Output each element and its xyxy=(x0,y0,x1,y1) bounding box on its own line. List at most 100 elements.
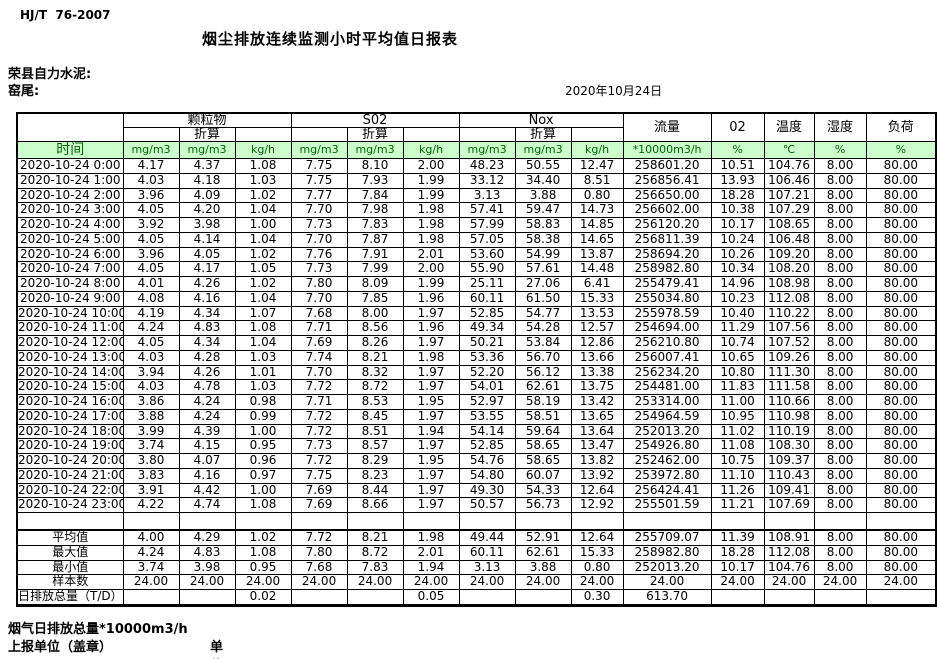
value-cell: 8.00 xyxy=(813,158,867,174)
value-cell: 52.97 xyxy=(458,394,516,410)
value-cell: 24.00 xyxy=(514,574,572,590)
value-cell: 1.05 xyxy=(234,261,292,277)
value-cell: 8.00 xyxy=(813,408,867,425)
value-cell: 60.07 xyxy=(514,467,572,484)
value-cell: 3.88 xyxy=(122,408,180,425)
value-cell: 256424.41 xyxy=(622,482,712,499)
table-row: 2020-10-24 18:00 3.99 4.39 1.00 7.72 8.51 1.94… xyxy=(16,423,937,440)
value-cell: 1.04 xyxy=(234,231,292,248)
time-cell: 2020-10-24 2:00 xyxy=(16,187,124,204)
value-cell: 4.03 xyxy=(122,379,180,395)
value-cell: 13.38 xyxy=(570,364,624,381)
empty-cell xyxy=(710,512,765,531)
value-cell: 10.24 xyxy=(710,231,765,248)
value-cell: 106.46 xyxy=(763,172,815,189)
table-row: 2020-10-24 23:00 4.22 4.74 1.08 7.69 8.66 1.97… xyxy=(16,497,937,513)
value-cell: 7.80 xyxy=(290,276,348,292)
value-cell: 4.24 xyxy=(178,394,236,410)
value-cell: 108.20 xyxy=(763,261,815,277)
value-cell: 4.28 xyxy=(178,349,236,366)
empty-cell xyxy=(402,512,460,531)
summary-label: 日排放总量（T/D） xyxy=(16,589,124,606)
value-cell: 3.91 xyxy=(122,482,180,499)
value-cell: 1.04 xyxy=(234,335,292,351)
header-units-row: 时间 mg/m3 mg/m3 kg/h mg/m3 mg/m3 kg/h mg/… xyxy=(16,141,937,159)
value-cell: 1.96 xyxy=(402,290,460,307)
value-cell: 8.44 xyxy=(346,482,404,499)
value-cell: 4.74 xyxy=(178,497,236,513)
value-cell: 11.83 xyxy=(710,379,765,395)
value-cell: 13.47 xyxy=(570,438,624,454)
value-cell: 7.75 xyxy=(290,467,348,484)
summary-row-count: 样本数 24.00 24.00 24.00 24.00 24.00 24.00 24.00 24… xyxy=(16,574,937,590)
value-cell: 24.00 xyxy=(234,574,292,590)
value-cell: 3.83 xyxy=(122,467,180,484)
time-cell: 2020-10-24 14:00 xyxy=(16,364,124,381)
company-name: 荣县自力水泥: xyxy=(8,67,92,82)
value-cell: 252013.20 xyxy=(622,559,712,576)
empty-cell xyxy=(514,512,572,531)
empty-cell xyxy=(570,512,624,531)
value-cell: 13.87 xyxy=(570,246,624,263)
value-cell: 57.41 xyxy=(458,202,516,218)
value-cell: 3.94 xyxy=(122,364,180,381)
value-cell: 7.80 xyxy=(290,544,348,561)
value-cell: 80.00 xyxy=(865,320,937,336)
value-cell: 4.34 xyxy=(178,335,236,351)
value-cell: 13.92 xyxy=(570,467,624,484)
value-cell: 54.80 xyxy=(458,467,516,484)
time-cell: 2020-10-24 19:00 xyxy=(16,438,124,454)
col-flow: 流量 xyxy=(622,112,712,142)
value-cell: 52.85 xyxy=(458,305,516,322)
value-cell: 80.00 xyxy=(865,528,937,546)
value-cell: 24.00 xyxy=(813,574,867,590)
value-cell: 1.08 xyxy=(234,158,292,174)
value-cell: 110.66 xyxy=(763,394,815,410)
value-cell: 254694.00 xyxy=(622,320,712,336)
value-cell: 1.94 xyxy=(402,559,460,576)
value-cell: 0.02 xyxy=(234,589,292,606)
value-cell: 4.24 xyxy=(178,408,236,425)
value-cell: 252462.00 xyxy=(622,453,712,469)
unit-cell: mg/m3 xyxy=(514,141,572,159)
value-cell: 3.13 xyxy=(458,187,516,204)
value-cell: 10.51 xyxy=(710,158,765,174)
value-cell: 7.72 xyxy=(290,528,348,546)
value-cell: 7.85 xyxy=(346,290,404,307)
unit-cell: mg/m3 xyxy=(290,141,348,159)
value-cell: 24.00 xyxy=(622,574,712,590)
value-cell: 1.97 xyxy=(402,408,460,425)
summary-row-total: 日排放总量（T/D） 0.02 0.05 0.30 613.70 xyxy=(16,589,937,606)
value-cell: 56.12 xyxy=(514,364,572,381)
empty-cell xyxy=(122,512,180,531)
empty-cell xyxy=(178,512,236,531)
value-cell: 8.00 xyxy=(346,305,404,322)
value-cell: 10.65 xyxy=(710,349,765,366)
monitoring-data-table: 颗粒物 S02 Nox 流量 02 温度 湿度 负荷 折算 折算 折算 xyxy=(16,112,937,607)
time-cell: 2020-10-24 10:00 xyxy=(16,305,124,322)
value-cell: 4.26 xyxy=(178,276,236,292)
summary-row-max: 最大值 4.24 4.83 1.08 7.80 8.72 2.01 60.11 62.61 15.… xyxy=(16,544,937,561)
value-cell: 258601.20 xyxy=(622,158,712,174)
value-cell: 109.26 xyxy=(763,349,815,366)
value-cell: 80.00 xyxy=(865,172,937,189)
value-cell: 8.00 xyxy=(813,305,867,322)
value-cell: 1.03 xyxy=(234,349,292,366)
table-row: 2020-10-24 3:00 4.05 4.20 1.04 7.70 7.98 1.98 5… xyxy=(16,202,937,218)
value-cell: 54.01 xyxy=(458,379,516,395)
table-row: 2020-10-24 20:00 3.80 4.07 0.96 7.72 8.29 1.95… xyxy=(16,453,937,469)
value-cell: 3.99 xyxy=(122,423,180,440)
value-cell: 1.02 xyxy=(234,276,292,292)
unit-cell: kg/h xyxy=(234,141,292,159)
value-cell: 27.06 xyxy=(514,276,572,292)
value-cell: 58.65 xyxy=(514,438,572,454)
value-cell: 15.33 xyxy=(570,544,624,561)
value-cell: 54.99 xyxy=(514,246,572,263)
summary-label: 平均值 xyxy=(16,528,124,546)
value-cell: 49.44 xyxy=(458,528,516,546)
value-cell: 10.80 xyxy=(710,364,765,381)
value-cell: 258694.20 xyxy=(622,246,712,263)
value-cell: 1.00 xyxy=(234,482,292,499)
value-cell: 8.00 xyxy=(813,438,867,454)
value-cell: 80.00 xyxy=(865,438,937,454)
